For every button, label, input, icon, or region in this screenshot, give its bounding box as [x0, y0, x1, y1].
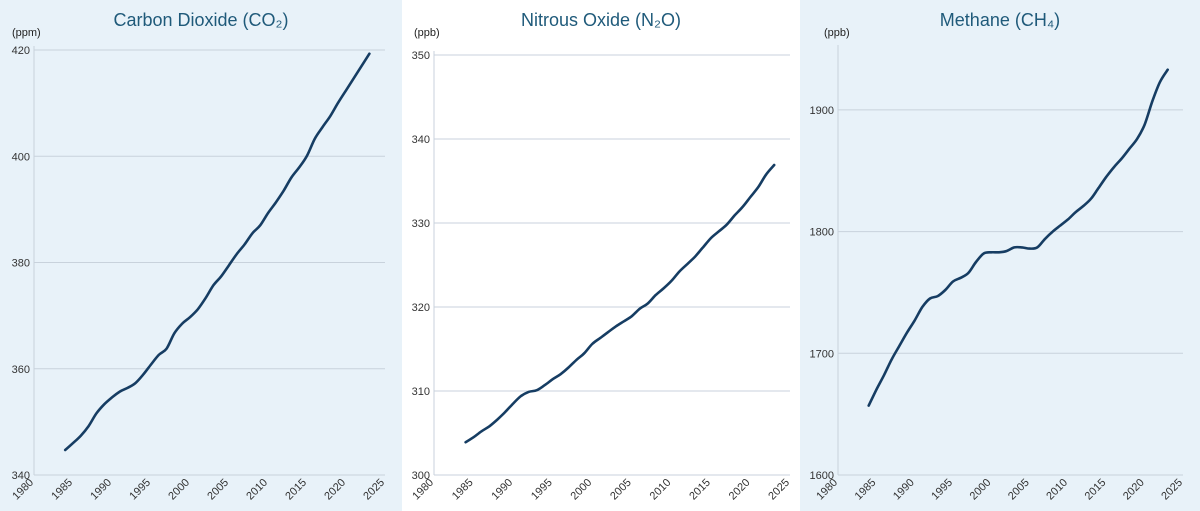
co2-y-tick-label: 340 — [12, 470, 30, 482]
co2-y-tick-label: 420 — [12, 45, 30, 57]
n2o-chart-title: Nitrous Oxide (N₂O) — [520, 10, 681, 30]
n2o-x-tick-label: 1995 — [529, 477, 555, 503]
n2o-x-tick-label: 2010 — [648, 477, 674, 503]
co2-x-tick-label: 2010 — [244, 477, 270, 503]
ch4-series-line — [867, 68, 1169, 407]
n2o-y-tick-label: 330 — [412, 218, 430, 230]
n2o-x-tick-label: 2005 — [608, 477, 634, 503]
co2-x-tick-label: 2020 — [322, 477, 348, 503]
co2-y-tick-label: 360 — [12, 364, 30, 376]
ch4-x-tick-label: 2015 — [1083, 477, 1109, 503]
ch4-x-tick-label: 2010 — [1044, 477, 1070, 503]
ch4-y-tick-label: 1900 — [810, 105, 834, 117]
co2-x-tick-label: 1985 — [49, 477, 75, 503]
ch4-x-tick-label: 1990 — [891, 477, 917, 503]
ch4-unit-label: (ppb) — [824, 27, 850, 39]
ch4-chart-panel: Methane (CH₄) (ppb) 1600 1700 1800 1900 1980… — [800, 0, 1200, 511]
co2-x-tick-label: 1995 — [127, 477, 153, 503]
ch4-x-tick-label: 2025 — [1159, 477, 1185, 503]
ch4-y-tick-label: 1600 — [810, 470, 834, 482]
n2o-series-line — [464, 163, 776, 444]
n2o-x-tick-label: 2020 — [727, 477, 753, 503]
n2o-unit-label: (ppb) — [414, 27, 440, 39]
ch4-x-tick-label: 2020 — [1121, 477, 1147, 503]
n2o-x-tick-label: 1990 — [489, 477, 515, 503]
n2o-x-tick-label: 2015 — [687, 477, 713, 503]
co2-unit-label: (ppm) — [12, 27, 41, 39]
n2o-y-tick-label: 340 — [412, 134, 430, 146]
ch4-y-tick-label: 1700 — [810, 348, 834, 360]
co2-series-line — [63, 52, 371, 452]
co2-chart-panel: Carbon Dioxide (CO₂) (ppm) 340 360 380 400 4… — [0, 0, 402, 511]
n2o-x-tick-label: 2025 — [766, 477, 792, 503]
n2o-x-tick-label: 2000 — [569, 477, 595, 503]
ch4-x-tick-label: 1995 — [929, 477, 955, 503]
co2-y-tick-label: 400 — [12, 151, 30, 163]
co2-x-tick-label: 2015 — [283, 477, 309, 503]
n2o-y-tick-label: 320 — [412, 302, 430, 314]
co2-x-tick-label: 2000 — [166, 477, 192, 503]
ch4-y-tick-label: 1800 — [810, 227, 834, 239]
co2-x-tick-label: 2005 — [205, 477, 231, 503]
n2o-chart-panel: Nitrous Oxide (N₂O) (ppb) 300 310 320 330 34… — [402, 0, 800, 511]
ch4-x-tick-label: 2005 — [1006, 477, 1032, 503]
n2o-y-tick-label: 300 — [412, 470, 430, 482]
ch4-chart-title: Methane (CH₄) — [939, 10, 1061, 30]
co2-x-tick-label: 2025 — [361, 477, 387, 503]
ch4-x-tick-label: 2000 — [968, 477, 994, 503]
n2o-x-tick-label: 1985 — [450, 477, 476, 503]
n2o-y-tick-label: 350 — [412, 50, 430, 62]
co2-y-tick-label: 380 — [12, 258, 30, 270]
ch4-x-tick-label: 1985 — [853, 477, 879, 503]
n2o-y-tick-label: 310 — [412, 386, 430, 398]
co2-chart-title: Carbon Dioxide (CO₂) — [113, 10, 289, 30]
co2-x-tick-label: 1990 — [88, 477, 114, 503]
